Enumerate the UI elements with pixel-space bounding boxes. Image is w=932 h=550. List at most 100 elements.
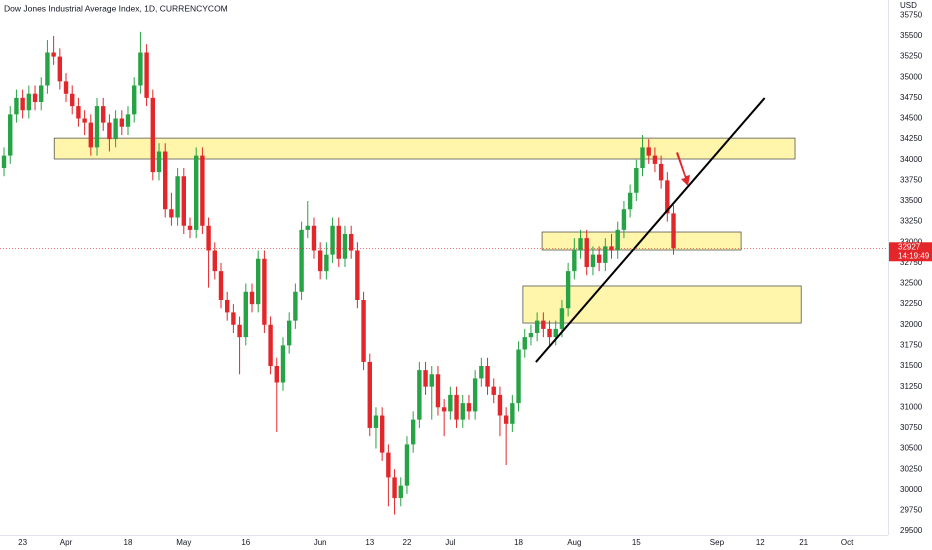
candle-body	[255, 258, 261, 305]
axes: 29500 29750 30000 30250 30500 30750 31000 31250…	[18, 10, 932, 547]
last-price-label: 32927	[898, 242, 921, 251]
trendline	[535, 97, 766, 363]
candle-body	[113, 118, 118, 140]
candle-body	[355, 250, 360, 301]
chart-title: Dow Jones Industrial Average Index, 1D, …	[4, 3, 228, 13]
candle-body	[119, 118, 125, 127]
candle-body	[528, 333, 534, 338]
y-axis-label: USD	[900, 1, 917, 10]
candle-body	[671, 213, 676, 249]
candle-body	[45, 52, 50, 86]
candle-body	[609, 246, 614, 251]
x-tick-label: Apr	[60, 538, 73, 547]
candle-body	[200, 155, 205, 226]
candle-body	[125, 114, 131, 127]
x-tick-label: 12	[756, 538, 765, 547]
candle-body	[138, 52, 143, 86]
candle-body	[82, 118, 87, 123]
candle-body	[665, 180, 670, 214]
candle-body	[187, 225, 193, 230]
candle-body	[348, 234, 354, 251]
candle-body	[286, 320, 292, 346]
y-tick-label: 30000	[900, 485, 923, 494]
y-tick-label: 32750	[900, 258, 923, 267]
x-tick-label: 18	[514, 538, 523, 547]
y-tick-label: 33250	[900, 217, 923, 226]
candle-body	[497, 394, 503, 416]
candle-body	[193, 155, 199, 230]
x-tick-label: 23	[18, 538, 27, 547]
candle-body	[472, 378, 478, 412]
candle-body	[572, 250, 577, 272]
arrow-annotation	[676, 152, 690, 186]
candle-body	[224, 300, 230, 313]
y-tick-label: 30500	[900, 444, 923, 453]
candle-body	[596, 254, 602, 263]
candle-body	[559, 308, 565, 329]
x-tick-label: Jun	[314, 538, 327, 547]
plot-area	[0, 31, 888, 515]
y-tick-label: 32500	[900, 279, 923, 288]
candle-body	[107, 122, 112, 140]
candle-body	[510, 403, 515, 424]
candle-body	[454, 394, 459, 420]
candle-body	[63, 81, 69, 94]
candle-body	[249, 291, 255, 305]
candle-body	[652, 155, 658, 164]
x-tick-label: Aug	[567, 538, 581, 547]
candle-body	[441, 407, 447, 412]
candle-body	[423, 370, 428, 387]
candle-body	[485, 366, 490, 387]
candle-body	[584, 238, 589, 268]
y-tick-label: 30250	[900, 464, 923, 473]
y-tick-label: 33000	[900, 237, 923, 246]
candle-body	[206, 225, 211, 251]
candle-body	[299, 229, 304, 292]
candle-body	[231, 312, 236, 325]
candle-body	[324, 254, 329, 272]
x-tick-label: 18	[124, 538, 133, 547]
x-tick-label: 21	[799, 538, 808, 547]
candle-body	[70, 93, 75, 107]
candle-body	[404, 444, 410, 486]
y-tick-label: 31250	[900, 382, 923, 391]
candle-body	[386, 452, 391, 478]
candle-body	[20, 97, 25, 111]
candle-body	[39, 85, 44, 102]
y-tick-label: 35500	[900, 31, 923, 40]
y-tick-label: 32250	[900, 299, 923, 308]
candle-body	[658, 163, 664, 181]
candle-body	[448, 394, 453, 412]
candle-body	[466, 403, 472, 412]
y-tick-label: 33500	[900, 196, 923, 205]
candle-body	[8, 114, 13, 156]
candle-body	[262, 258, 267, 325]
y-tick-label: 34500	[900, 114, 923, 123]
last-price-box	[889, 242, 932, 262]
candle-body	[392, 477, 397, 499]
candle-body	[479, 366, 484, 379]
candle-body	[76, 106, 81, 119]
y-tick-label: 33750	[900, 175, 923, 184]
candle-body	[268, 324, 273, 367]
candle-body	[410, 419, 416, 445]
candle-body	[429, 374, 434, 387]
candle-body	[144, 52, 149, 98]
candle-body	[181, 176, 186, 226]
y-tick-label: 31750	[900, 340, 923, 349]
x-tick-label: May	[176, 538, 191, 547]
candle-body	[522, 337, 527, 350]
candle-body	[169, 209, 174, 218]
candle-body	[305, 225, 310, 230]
y-tick-label: 35250	[900, 52, 923, 61]
candle-body	[163, 151, 168, 210]
x-tick-label: Sep	[710, 538, 725, 547]
candle-body	[32, 93, 38, 102]
candle-body	[274, 366, 279, 383]
candle-body	[460, 403, 465, 420]
candle-body	[640, 147, 645, 168]
candle-body	[578, 238, 583, 251]
candle-body	[57, 56, 63, 82]
y-tick-label: 34750	[900, 93, 923, 102]
